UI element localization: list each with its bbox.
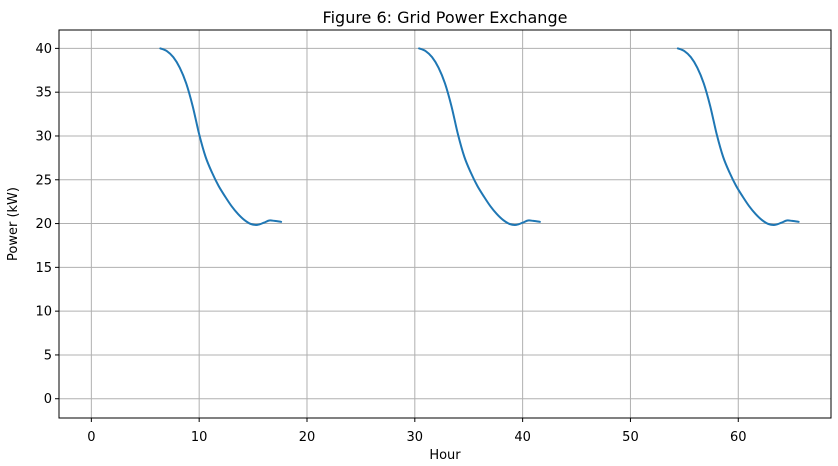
series-line-segment [676, 47, 800, 226]
series-line-segment [418, 47, 541, 226]
y-tick-label: 15 [35, 261, 52, 276]
chart-title: Figure 6: Grid Power Exchange [323, 8, 568, 27]
y-tick-label: 40 [35, 42, 52, 57]
x-axis-label: Hour [429, 448, 461, 463]
x-tick-label: 10 [191, 430, 208, 445]
x-tick-label: 40 [514, 430, 531, 445]
y-tick-label: 10 [35, 305, 52, 320]
series-lines [159, 47, 800, 226]
x-tick-labels: 0 10 20 30 40 50 60 [87, 430, 746, 445]
y-tick-labels: 0 5 10 15 20 25 30 35 40 [35, 42, 52, 407]
y-tick-label: 30 [35, 129, 52, 144]
y-tick-label: 25 [35, 173, 52, 188]
x-tick-label: 60 [730, 430, 747, 445]
axis-tick-marks [55, 47, 739, 422]
x-tick-label: 0 [87, 430, 95, 445]
y-tick-label: 0 [44, 392, 52, 407]
y-tick-label: 35 [35, 86, 52, 101]
y-tick-label: 20 [35, 217, 52, 232]
x-tick-label: 20 [299, 430, 316, 445]
y-axis-label: Power (kW) [6, 187, 21, 261]
grid-lines [59, 30, 831, 418]
series-line-segment [159, 47, 283, 226]
x-tick-label: 50 [622, 430, 639, 445]
x-tick-label: 30 [407, 430, 424, 445]
y-tick-label: 5 [44, 348, 52, 363]
